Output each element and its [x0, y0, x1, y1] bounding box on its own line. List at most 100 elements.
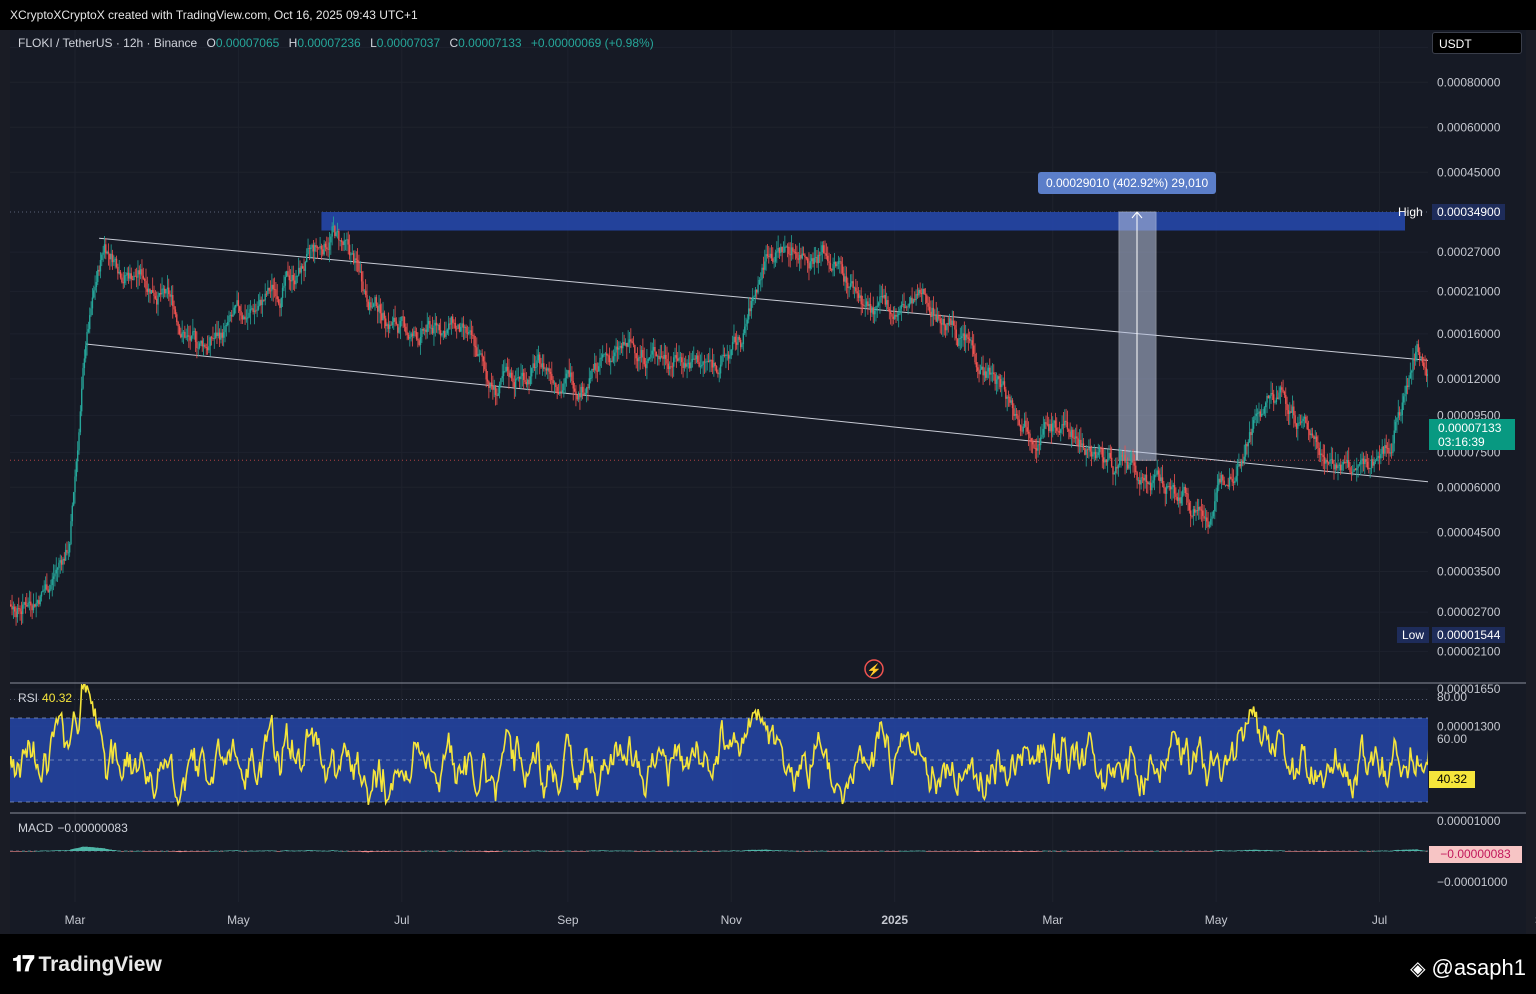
- candle-body: [1289, 411, 1291, 415]
- macd-histogram-bar: [563, 851, 565, 852]
- candle-body: [1450, 385, 1451, 389]
- candle-body: [489, 382, 491, 388]
- time-axis[interactable]: MarMayJulSepNov2025MarMayJulSepNov2026Ma…: [65, 913, 1536, 927]
- macd-histogram-bar: [889, 851, 892, 852]
- macd-histogram-bar: [998, 851, 1000, 852]
- macd-histogram-bar: [28, 850, 31, 852]
- macd-histogram-bar: [648, 851, 651, 852]
- candle-body: [1199, 506, 1201, 510]
- candle-body: [982, 366, 984, 376]
- candle-body: [553, 382, 556, 384]
- macd-histogram-bar: [241, 851, 244, 852]
- macd-histogram-bar: [579, 851, 581, 852]
- candle-body: [295, 275, 297, 285]
- macd-histogram-bar: [548, 851, 550, 852]
- macd-histogram-bar: [955, 851, 958, 852]
- macd-histogram-bar: [275, 850, 277, 852]
- candle-body: [1064, 420, 1066, 426]
- candle-body: [1204, 517, 1207, 519]
- macd-histogram-bar: [59, 850, 62, 851]
- candle-body: [990, 372, 992, 375]
- macd-histogram-bar: [842, 851, 845, 852]
- macd-histogram-bar: [942, 851, 944, 852]
- candle-body: [102, 252, 104, 255]
- macd-histogram-bar: [276, 851, 279, 852]
- candle-body: [358, 262, 360, 272]
- candle-body: [1081, 443, 1083, 446]
- candle-body: [399, 320, 402, 328]
- candle-body: [1389, 452, 1391, 454]
- macd-histogram-bar: [1082, 851, 1085, 852]
- candle-body: [93, 290, 95, 298]
- candle-body: [405, 326, 407, 333]
- macd-histogram-bar: [200, 851, 202, 852]
- macd-histogram-bar: [478, 851, 481, 852]
- candle-body: [31, 605, 33, 611]
- macd-histogram-bar: [285, 850, 288, 851]
- macd-histogram-bar: [867, 851, 869, 852]
- candle-body: [74, 476, 76, 493]
- price-axis[interactable]: 0.001000000.000800000.000600000.00045000…: [1437, 40, 1508, 889]
- macd-histogram-bar: [1109, 851, 1112, 852]
- currency-button[interactable]: USDT: [1432, 32, 1522, 54]
- candle-body: [429, 320, 431, 329]
- candle-body: [603, 353, 605, 355]
- candle-body: [7, 601, 8, 606]
- candle-body: [1230, 476, 1232, 479]
- tradingview-logo[interactable]: 𝟏𝟕 TradingView: [12, 952, 162, 977]
- candle-body: [857, 293, 860, 298]
- measure-label[interactable]: 0.00029010 (402.92%) 29,010: [1038, 172, 1217, 194]
- candle-body: [154, 296, 157, 299]
- candle-body: [1127, 461, 1129, 469]
- macd-histogram-bar: [425, 851, 427, 852]
- macd-histogram-bar: [301, 850, 304, 852]
- candle-body: [1094, 451, 1097, 459]
- macd-histogram-bar: [1426, 850, 1428, 852]
- macd-histogram-bar: [1263, 850, 1266, 851]
- candle-body: [247, 317, 249, 319]
- macd-histogram-bar: [364, 851, 367, 853]
- macd-histogram-bar: [584, 851, 587, 852]
- candle-body: [950, 318, 952, 325]
- candle-body: [709, 359, 711, 363]
- macd-histogram-bar: [678, 850, 680, 852]
- macd-histogram-bar: [114, 850, 116, 851]
- pane-separators: [10, 682, 1526, 814]
- macd-histogram-bar: [664, 851, 667, 852]
- macd-histogram-bar: [979, 851, 982, 852]
- macd-histogram-bar: [350, 851, 352, 852]
- macd-histogram-bar: [593, 850, 596, 851]
- macd-histogram-bar: [1220, 850, 1223, 851]
- candle-body: [484, 361, 486, 370]
- macd-histogram-bar: [79, 847, 82, 851]
- candle-body: [770, 253, 773, 259]
- candle-body: [861, 304, 864, 306]
- candle-body: [1011, 400, 1014, 409]
- macd-histogram-bar: [44, 850, 47, 852]
- macd-histogram-bar: [1334, 851, 1337, 852]
- macd-histogram-bar: [426, 850, 429, 852]
- candle-body: [1503, 400, 1504, 405]
- macd-histogram-bar: [5, 851, 7, 852]
- candle-body: [741, 344, 743, 348]
- candle-body: [1076, 436, 1078, 439]
- macd-histogram-bar: [352, 851, 355, 852]
- candle-body: [902, 304, 904, 305]
- candle-body: [121, 277, 123, 283]
- macd-histogram-bar: [414, 851, 416, 852]
- macd-histogram-bar: [674, 850, 676, 852]
- candle-body: [1132, 460, 1134, 463]
- macd-histogram-bar: [1355, 851, 1358, 852]
- macd-histogram-bar: [655, 851, 658, 852]
- candle-body: [188, 335, 190, 337]
- macd-histogram-bar: [545, 851, 548, 852]
- macd-histogram-bar: [1137, 851, 1140, 852]
- macd-histogram-bar: [746, 850, 749, 851]
- macd-histogram-bar: [312, 850, 315, 852]
- macd-histogram-bar: [1148, 851, 1150, 852]
- macd-histogram-bar: [1377, 850, 1379, 852]
- macd-histogram-bar: [959, 851, 962, 852]
- candle-body: [40, 592, 43, 597]
- macd-histogram-bar: [730, 850, 733, 852]
